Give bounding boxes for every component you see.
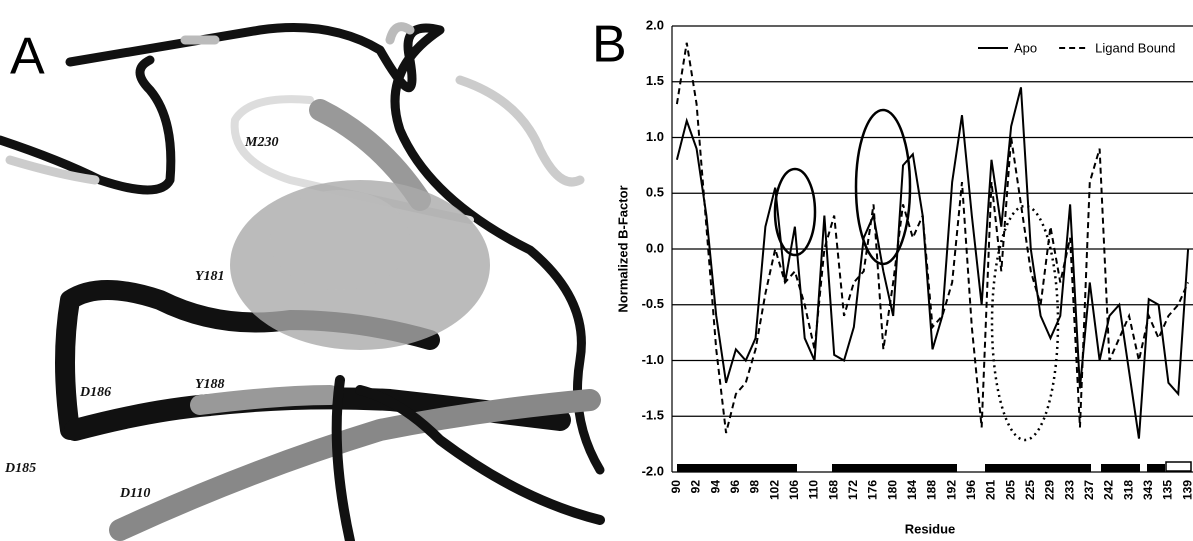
x-tick-label: 343	[1141, 480, 1155, 500]
x-tick-label: 172	[846, 480, 860, 500]
x-tick-label: 318	[1121, 480, 1135, 500]
y-tick-label: 1.0	[646, 129, 664, 144]
x-tick-label: 94	[708, 480, 722, 494]
x-tick-label: 196	[964, 480, 978, 500]
x-tick-label: 242	[1102, 480, 1116, 500]
x-tick-label: 237	[1082, 480, 1096, 500]
x-tick-label: 188	[925, 480, 939, 500]
x-tick-label: 96	[728, 480, 742, 494]
x-tick-label: 205	[1003, 480, 1017, 500]
x-tick-label: 98	[748, 480, 762, 494]
residue-label: Y188	[195, 377, 225, 392]
y-axis-title: Normalized B-Factor	[615, 185, 630, 312]
x-tick-label: 92	[689, 480, 703, 494]
x-tick-label: 139	[1180, 480, 1193, 500]
panel-label: B	[592, 16, 627, 74]
x-tick-label: 225	[1023, 480, 1037, 500]
y-tick-label: 0.0	[646, 240, 664, 255]
x-tick-label: 110	[807, 480, 821, 500]
y-tick-label: 2.0	[646, 17, 664, 32]
y-tick-label: -2.0	[642, 463, 664, 478]
residue-label: M230	[244, 135, 278, 150]
x-tick-label: 229	[1043, 480, 1057, 500]
y-tick-label: -0.5	[642, 296, 664, 311]
x-tick-label: 135	[1161, 480, 1175, 500]
x-tick-label: 90	[669, 480, 683, 494]
residue-label: Y181	[195, 269, 225, 284]
data-line	[675, 87, 1190, 439]
y-tick-label: -1.5	[642, 408, 664, 423]
x-tick-label: 168	[826, 480, 840, 500]
residue-label: D185	[4, 461, 36, 476]
legend-label: Apo	[1014, 40, 1037, 55]
residue-label: D110	[119, 486, 150, 501]
x-axis-title: Residue	[905, 521, 956, 536]
x-tick-label: 192	[944, 480, 958, 500]
y-tick-label: 0.5	[646, 185, 664, 200]
x-tick-label: 184	[905, 480, 919, 500]
x-tick-label: 201	[984, 480, 998, 500]
x-tick-label: 233	[1062, 480, 1076, 500]
structure-render	[0, 22, 605, 541]
annotations	[677, 108, 1192, 472]
residue-label: D186	[79, 385, 111, 400]
x-tick-label: 102	[767, 480, 781, 500]
legend-label: Ligand Bound	[1095, 40, 1175, 55]
panel-label: A	[10, 28, 45, 86]
x-tick-label: 106	[787, 480, 801, 500]
y-tick-label: 1.5	[646, 73, 664, 88]
x-tick-label: 176	[866, 480, 880, 500]
y-tick-label: -1.0	[642, 352, 664, 367]
x-tick-label: 180	[885, 480, 899, 500]
data-line	[675, 42, 1189, 434]
